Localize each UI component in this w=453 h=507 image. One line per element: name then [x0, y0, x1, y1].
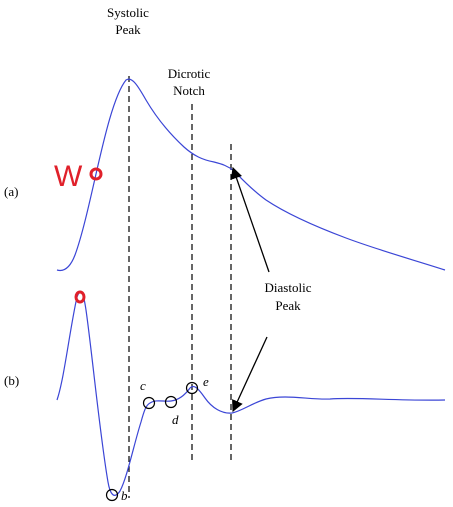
w-marker-point — [89, 167, 103, 181]
point-e-marker — [185, 381, 199, 395]
panel-a-label: (a) — [4, 184, 18, 199]
w-marker-letter: W — [54, 160, 83, 193]
diastolic-peak-label-line2: Peak — [275, 298, 301, 313]
panel-b-label: (b) — [4, 373, 19, 388]
systolic-peak-label-line2: Peak — [115, 22, 141, 37]
diastolic-peak-label-line1: Diastolic — [265, 280, 312, 295]
diastolic-arrow-upper — [230, 166, 270, 273]
point-e-label: e — [203, 374, 209, 389]
point-b-marker — [105, 488, 119, 502]
diastolic-arrow-lower — [232, 336, 268, 413]
point-b-label: b — [121, 488, 128, 503]
a-wave-red-point — [74, 290, 86, 304]
dicrotic-notch-label-line2: Notch — [173, 83, 205, 98]
dicrotic-notch-label-line1: Dicrotic — [168, 66, 211, 81]
derivative-waveform-b — [56, 290, 446, 496]
point-c-marker — [142, 396, 156, 410]
point-d-label: d — [172, 412, 179, 427]
systolic-peak-label-line1: Systolic — [107, 5, 149, 20]
point-d-marker — [164, 395, 178, 409]
point-c-label: c — [140, 378, 146, 393]
pulse-waveform-a — [56, 78, 446, 272]
